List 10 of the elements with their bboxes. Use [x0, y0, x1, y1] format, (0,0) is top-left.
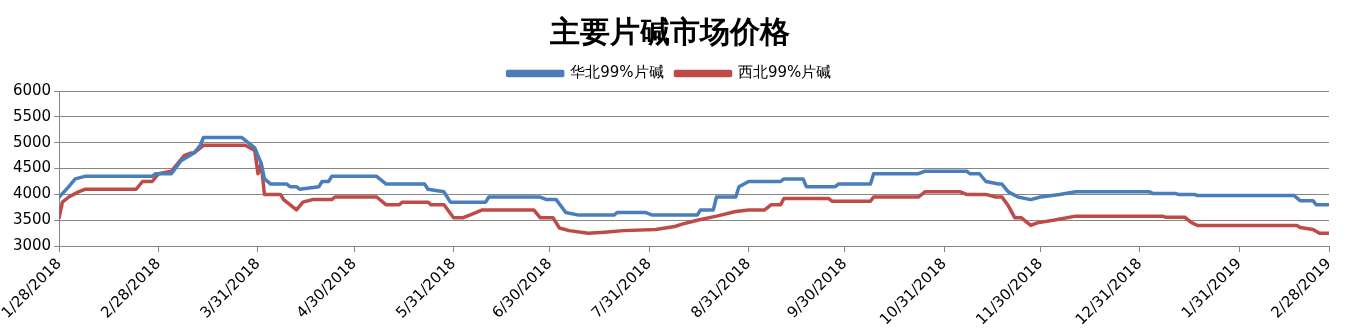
y-tick-label: 4500	[12, 158, 52, 177]
chart-title: 主要片碱市场价格	[548, 13, 790, 49]
y-tick-label: 5500	[12, 106, 52, 125]
y-tick-label: 5000	[12, 132, 52, 151]
legend-label: 华北99%片碱	[570, 63, 664, 82]
y-tick-label: 4000	[12, 184, 52, 203]
y-tick-label: 3500	[12, 210, 52, 229]
y-tick-label: 3000	[12, 236, 52, 255]
legend-label: 西北99%片碱	[738, 63, 832, 82]
y-tick-label: 6000	[12, 80, 52, 99]
